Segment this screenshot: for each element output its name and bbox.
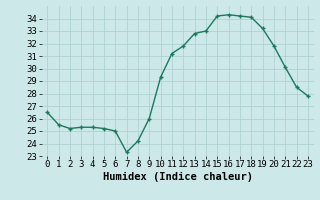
X-axis label: Humidex (Indice chaleur): Humidex (Indice chaleur) bbox=[103, 172, 252, 182]
